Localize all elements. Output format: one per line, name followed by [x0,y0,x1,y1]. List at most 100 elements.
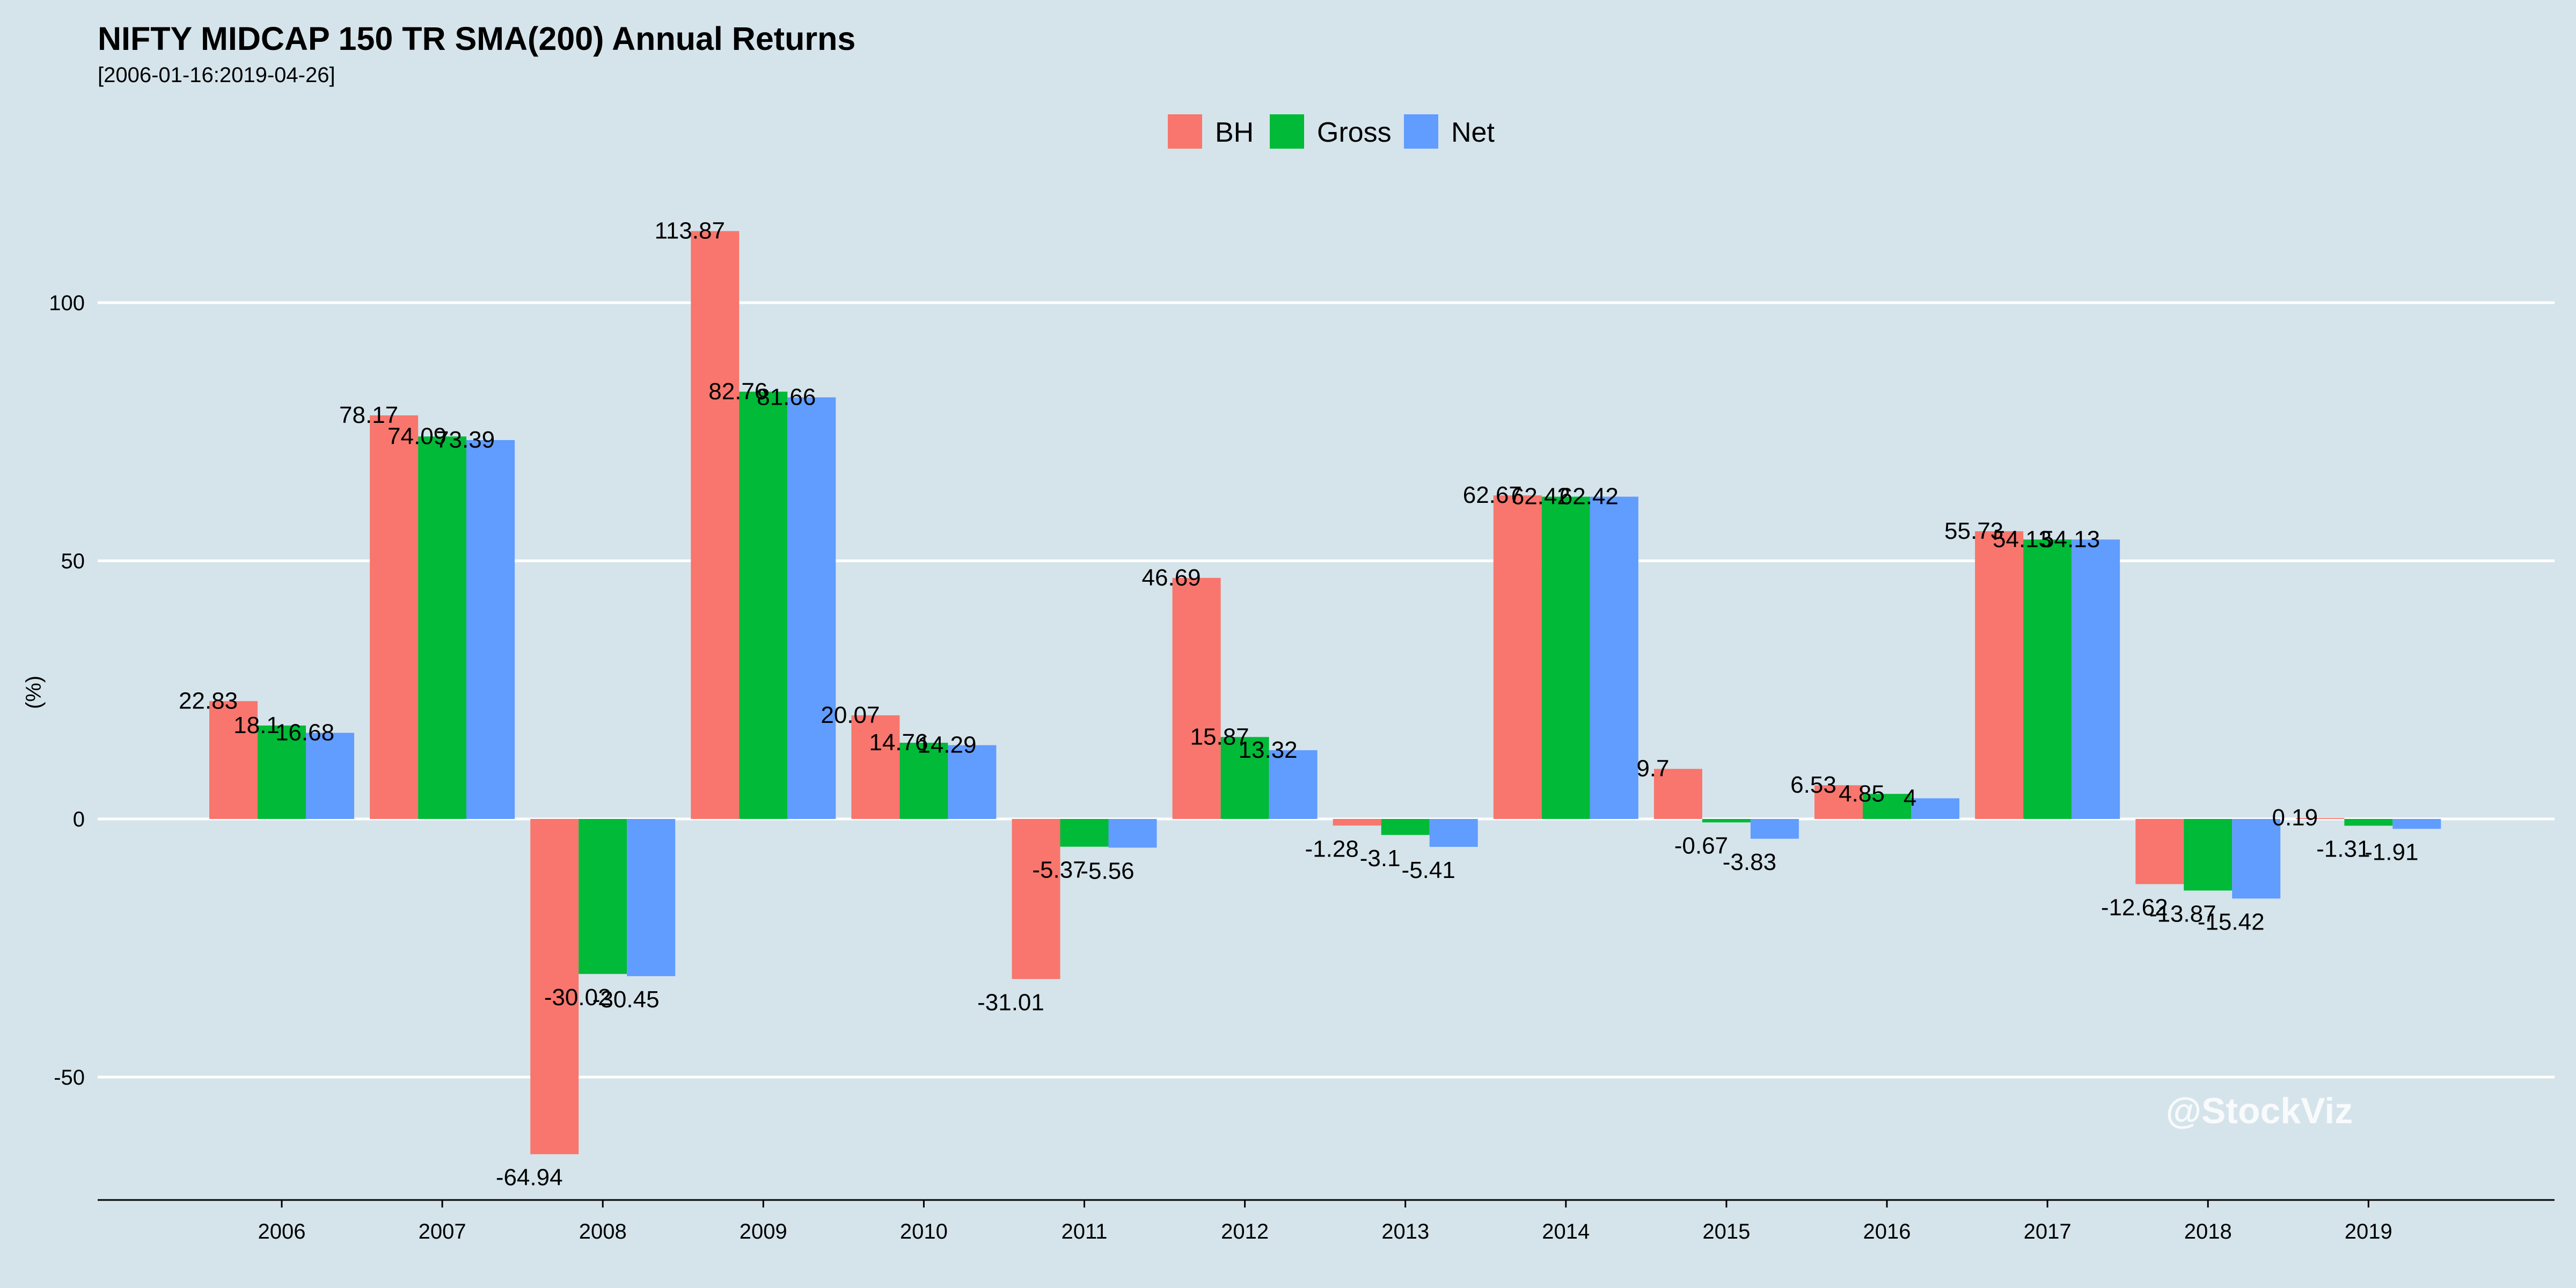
legend-swatch-net [1404,114,1438,149]
data-label-bh-2007: 78.17 [339,402,398,428]
bar-gross-2018 [2184,819,2233,891]
data-label-net-2009: 81.66 [757,384,816,410]
bar-gross-2008 [579,819,627,974]
bar-bh-2016 [1814,785,1863,819]
data-label-net-2012: 13.32 [1239,737,1298,763]
bar-gross-2017 [2023,539,2072,819]
data-label-gross-2015: -0.67 [1674,832,1728,859]
bar-bh-2018 [2135,819,2184,884]
bar-gross-2006 [258,725,306,819]
data-label-bh-2011: -31.01 [977,989,1044,1015]
bar-net-2015 [1750,819,1799,839]
data-label-bh-2014: 62.67 [1463,482,1522,508]
data-label-gross-2013: -3.1 [1360,845,1401,872]
bar-bh-2019 [2296,818,2345,819]
data-label-bh-2015: 9.7 [1636,756,1669,782]
data-label-gross-2018: -13.87 [2149,901,2216,927]
x-tick-label-2013: 2013 [1381,1220,1429,1243]
x-axis-ticks: 2006 2007 2008 2009 2010 2011 2012 2013 2014 2015… [258,1200,2392,1243]
legend-swatch-gross [1270,114,1304,149]
x-tick-label-2008: 2008 [579,1220,627,1243]
bar-net-2016 [1911,798,1959,819]
legend-swatch-bh [1168,114,1202,149]
data-label-gross-2014: 62.42 [1511,484,1570,510]
data-label-gross-2016: 4.85 [1839,780,1885,807]
legend-label-net: Net [1451,117,1495,148]
x-tick-label-2007: 2007 [419,1220,466,1243]
data-label-gross-2007: 74.09 [387,423,447,449]
x-tick-label-2016: 2016 [1863,1220,1911,1243]
data-label-bh-2016: 6.53 [1790,772,1836,798]
legend-label-bh: BH [1215,117,1254,148]
bar-gross-2014 [1541,496,1590,819]
bar-net-2012 [1269,750,1318,819]
bar-gross-2012 [1220,737,1269,819]
bar-gross-2013 [1381,819,1430,835]
bar-bh-2010 [851,715,900,819]
bar-gross-2007 [418,436,467,819]
bar-net-2010 [948,745,997,819]
data-label-bh-2009: 113.87 [655,218,725,244]
bar-bh-2014 [1493,495,1542,819]
y-tick-label-0: 0 [73,808,85,831]
bar-bh-2011 [1012,819,1060,979]
data-label-gross-2006: 18.1 [233,712,280,738]
watermark: @StockViz [2166,1091,2353,1131]
bar-net-2014 [1590,496,1638,819]
x-tick-label-2011: 2011 [1061,1220,1107,1243]
y-tick-label--50: -50 [54,1066,85,1089]
bar-bh-2017 [1975,531,2024,819]
bar-bh-2012 [1172,577,1221,819]
y-axis-title: (%) [22,676,46,709]
bar-bh-2009 [691,231,740,819]
y-tick-label-50: 50 [61,550,85,573]
data-label-gross-2017: 54.13 [1993,526,2052,552]
x-tick-label-2006: 2006 [258,1220,306,1243]
bar-gross-2009 [739,391,788,819]
legend: BH Gross Net [1168,114,1495,149]
data-label-net-2017: 54.13 [2041,526,2100,552]
x-tick-label-2010: 2010 [900,1220,948,1243]
bar-gross-2015 [1702,819,1751,823]
data-label-gross-2010: 14.76 [869,729,928,756]
chart-subtitle: [2006-01-16:2019-04-26] [98,63,335,87]
x-tick-label-2009: 2009 [740,1220,787,1243]
bar-net-2007 [466,440,515,819]
y-axis-ticks: -50 0 50 100 [49,291,85,1089]
x-tick-label-2015: 2015 [1702,1220,1750,1243]
data-label-bh-2018: -12.62 [2101,894,2168,920]
bar-gross-2019 [2344,819,2393,826]
data-label-net-2013: -5.41 [1402,857,1455,883]
data-label-bh-2006: 22.83 [179,687,238,714]
bar-net-2009 [787,397,836,819]
data-label-gross-2008: -30.02 [544,984,611,1011]
bar-bh-2013 [1333,819,1381,826]
x-tick-label-2018: 2018 [2184,1220,2232,1243]
x-tick-label-2019: 2019 [2345,1220,2392,1243]
data-label-bh-2008: -64.94 [496,1165,563,1191]
x-tick-label-2012: 2012 [1221,1220,1269,1243]
bar-net-2011 [1108,819,1157,848]
bar-net-2019 [2392,819,2441,829]
bars [209,231,2441,1154]
data-label-net-2015: -3.83 [1723,849,1776,875]
y-tick-label-100: 100 [49,291,85,315]
bar-net-2006 [306,733,354,819]
data-label-gross-2012: 15.87 [1190,723,1249,750]
legend-label-gross: Gross [1317,117,1392,148]
data-label-net-2014: 62.42 [1560,484,1619,510]
bar-net-2013 [1429,819,1478,847]
bar-bh-2006 [209,701,258,819]
data-label-bh-2019: 0.19 [2272,804,2318,831]
chart-title: NIFTY MIDCAP 150 TR SMA(200) Annual Retu… [98,20,855,57]
bar-gross-2016 [1863,794,1911,819]
bar-net-2018 [2232,819,2281,899]
bar-net-2008 [627,819,676,976]
data-label-bh-2010: 20.07 [821,702,880,728]
data-label-net-2018: -15.42 [2198,909,2265,935]
data-label-net-2008: -30.45 [592,986,660,1013]
data-label-bh-2013: -1.28 [1305,836,1359,862]
data-label-net-2016: 4 [1904,785,1916,811]
